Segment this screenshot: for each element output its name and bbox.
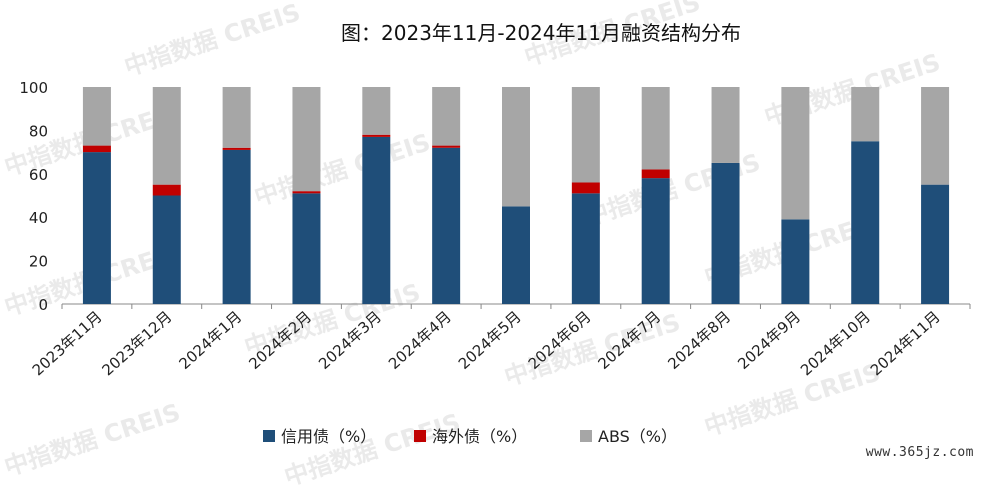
- x-tick-label: 2024年10月: [797, 308, 874, 380]
- bar-segment: [152, 87, 181, 185]
- bar-segment: [292, 193, 321, 304]
- bar-segment: [851, 87, 880, 142]
- x-tick-label: 2024年7月: [595, 308, 665, 373]
- legend-swatch: [263, 430, 275, 442]
- bar-segment: [292, 191, 321, 194]
- legend-label: 信用债（%）: [281, 427, 376, 446]
- x-tick-label: 2024年6月: [525, 308, 595, 373]
- y-tick-label: 0: [38, 296, 48, 314]
- bar-segment: [152, 184, 181, 196]
- bar-segment: [921, 184, 950, 304]
- bar-segment: [711, 87, 740, 163]
- bar-segment: [292, 87, 321, 192]
- bar-segment: [362, 136, 391, 304]
- bar-segment: [781, 219, 810, 304]
- y-tick-label: 80: [29, 122, 48, 140]
- bar-segment: [222, 149, 251, 304]
- y-tick-label: 40: [29, 209, 48, 227]
- bar-segment: [362, 87, 391, 135]
- legend-label: 海外债（%）: [432, 427, 527, 446]
- x-tick-label: 2024年11月: [867, 308, 944, 380]
- x-tick-label: 2024年3月: [315, 308, 385, 373]
- bar-segment: [781, 87, 810, 220]
- bar-segment: [82, 145, 111, 153]
- x-tick-label: 2023年11月: [29, 308, 106, 380]
- bar-segment: [222, 87, 251, 148]
- y-tick-label: 60: [29, 166, 48, 184]
- stacked-bar-chart: 图：2023年11月-2024年11月融资结构分布 0 20 40 60 80 100 202…: [19, 21, 971, 446]
- y-tick-label: 100: [19, 79, 48, 97]
- bar-segment: [571, 182, 600, 194]
- bar-segment: [432, 87, 461, 146]
- bar-segment: [82, 152, 111, 304]
- bar-segment: [641, 169, 670, 179]
- bar-segment: [432, 145, 461, 148]
- bar-segment: [152, 195, 181, 304]
- bar-segment: [851, 141, 880, 304]
- x-tick-label: 2023年12月: [99, 308, 176, 380]
- bar-segment: [222, 147, 251, 150]
- bar-segment: [82, 87, 111, 146]
- y-tick-label: 20: [29, 253, 48, 271]
- bar-segment: [571, 193, 600, 304]
- bar-segment: [502, 206, 530, 304]
- bar-segment: [641, 87, 670, 170]
- bar-segment: [641, 178, 670, 304]
- bar-segment: [711, 162, 740, 304]
- chart-title: 图：2023年11月-2024年11月融资结构分布: [341, 21, 741, 45]
- bar-segment: [502, 87, 530, 207]
- bar-segment: [432, 147, 461, 304]
- legend-label: ABS（%）: [598, 427, 677, 446]
- x-tick-label: 2024年2月: [245, 308, 315, 373]
- legend-swatch: [414, 430, 426, 442]
- bar-segment: [362, 134, 391, 137]
- x-tick-label: 2024年9月: [734, 308, 804, 373]
- x-tick-label: 2024年4月: [385, 308, 455, 373]
- bar-segment: [571, 87, 600, 183]
- bar-segment: [921, 87, 950, 185]
- x-tick-label: 2024年8月: [664, 308, 734, 373]
- x-tick-label: 2024年1月: [175, 308, 245, 373]
- site-url: www.365jz.com: [865, 445, 974, 460]
- x-tick-label: 2024年5月: [455, 308, 525, 373]
- legend-swatch: [580, 430, 592, 442]
